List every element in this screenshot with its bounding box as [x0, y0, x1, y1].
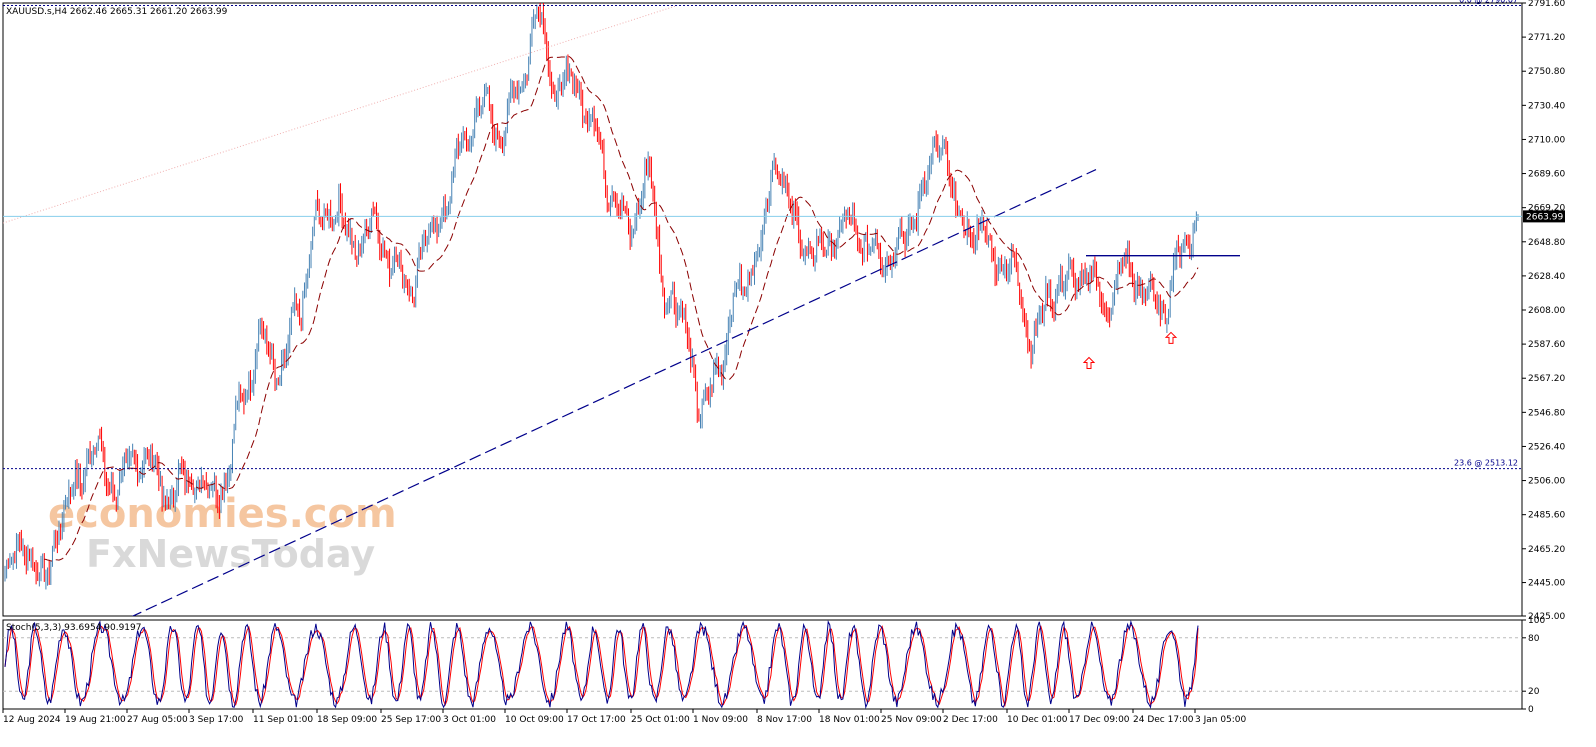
fib-levels: 0.0 @ 2790.07 23.6 @ 2513.12 [3, 0, 1522, 470]
time-tick-label: 3 Jan 05:00 [1195, 715, 1247, 725]
time-tick-label: 2 Dec 17:00 [943, 715, 998, 725]
time-tick-label: 24 Dec 17:00 [1133, 715, 1194, 725]
price-pane-frame [2, 2, 1523, 617]
time-tick-label: 25 Nov 09:00 [881, 715, 942, 725]
time-tick-label: 3 Sep 17:00 [189, 715, 244, 725]
arrows [1082, 331, 1178, 370]
stoch-signal-line [4, 624, 1199, 708]
fib-level-label: 0.0 @ 2790.07 [1459, 0, 1518, 5]
stoch-main-line [4, 620, 1199, 709]
time-tick-label: 8 Nov 17:00 [757, 715, 812, 725]
stoch-pane-frame [2, 619, 1523, 710]
trendline [131, 168, 1097, 616]
price-tick-label: 2485.60 [1528, 511, 1565, 521]
up-arrow-icon [1164, 331, 1178, 344]
price-tick-label: 2669.20 [1528, 204, 1565, 214]
time-tick-label: 3 Oct 01:00 [443, 715, 496, 725]
stoch-tick-label: 20 [1528, 687, 1540, 697]
time-tick-label: 10 Dec 01:00 [1007, 715, 1068, 725]
current-price-label-bg [1523, 210, 1565, 223]
price-tick-label: 2425.00 [1528, 612, 1565, 622]
time-tick-label: 19 Aug 21:00 [65, 715, 126, 725]
price-tick-label: 2730.40 [1528, 101, 1565, 111]
time-tick-label: 11 Sep 01:00 [253, 715, 313, 725]
time-tick-label: 25 Sep 17:00 [381, 715, 441, 725]
stoch-y-axis: 100 80 20 0 [1522, 616, 1545, 715]
time-tick-label: 17 Dec 09:00 [1069, 715, 1130, 725]
watermark-fxnewstoday: FxNewsToday [86, 532, 375, 576]
time-tick-label: 12 Aug 2024 [3, 715, 61, 725]
price-tick-label: 2750.80 [1528, 67, 1565, 77]
stoch-tick-label: 100 [1528, 616, 1545, 626]
price-tick-label: 2567.20 [1528, 374, 1565, 384]
fib-level-label: 23.6 @ 2513.12 [1454, 459, 1518, 468]
time-tick-label: 1 Nov 09:00 [693, 715, 748, 725]
time-tick-label: 10 Oct 09:00 [505, 715, 564, 725]
time-tick-label: 25 Oct 01:00 [631, 715, 690, 725]
stochastic-lines [3, 620, 1522, 709]
price-tick-label: 2628.40 [1528, 272, 1565, 282]
current-price-label: 2663.99 [1526, 212, 1563, 222]
price-tick-label: 2587.60 [1528, 340, 1565, 350]
price-tick-label: 2648.80 [1528, 238, 1565, 248]
price-tick-label: 2771.20 [1528, 33, 1565, 43]
stoch-tick-label: 80 [1528, 634, 1540, 644]
time-tick-label: 27 Aug 05:00 [127, 715, 188, 725]
price-tick-label: 2465.20 [1528, 545, 1565, 555]
time-tick-label: 18 Nov 01:00 [819, 715, 880, 725]
fib-connector-line [3, 5, 678, 224]
price-y-axis: 2791.60 2771.20 2750.80 2730.40 2710.00 2689.… [1522, 0, 1565, 622]
time-tick-label: 18 Sep 09:00 [317, 715, 377, 725]
time-tick-label: 17 Oct 17:00 [567, 715, 626, 725]
price-tick-label: 2506.00 [1528, 477, 1565, 487]
price-tick-label: 2526.40 [1528, 442, 1565, 452]
price-tick-label: 2710.00 [1528, 135, 1565, 145]
price-tick-label: 2608.00 [1528, 306, 1565, 316]
price-bars [3, 3, 1240, 616]
price-tick-label: 2445.00 [1528, 579, 1565, 589]
stoch-tick-label: 0 [1528, 705, 1534, 715]
stoch-header-info: Stoch(5,3,3) 93.6954 90.9197 [6, 623, 141, 633]
price-tick-label: 2689.60 [1528, 170, 1565, 180]
time-x-axis: 12 Aug 2024 19 Aug 21:00 27 Aug 05:00 3 Sep… [2, 709, 1247, 725]
up-arrow-icon [1082, 356, 1096, 370]
price-tick-label: 2546.80 [1528, 408, 1565, 418]
price-tick-label: 2791.60 [1528, 0, 1565, 9]
chart-header-info: XAUUSD.s,H4 2662.46 2665.31 2661.20 2663… [6, 7, 228, 17]
